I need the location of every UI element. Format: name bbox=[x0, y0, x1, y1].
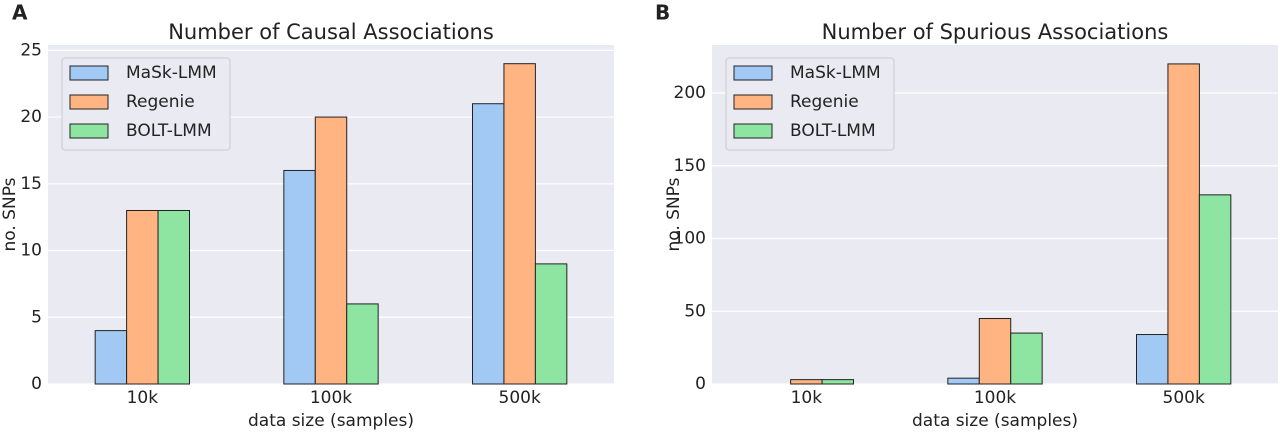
x-tick-label: 100k bbox=[310, 388, 352, 408]
x-tick-label: 10k bbox=[127, 388, 159, 408]
bar bbox=[790, 379, 823, 385]
y-tick-label: 10 bbox=[20, 241, 42, 261]
legend-swatch bbox=[69, 94, 109, 110]
bar bbox=[472, 103, 505, 385]
bar bbox=[346, 303, 379, 385]
legend-label: BOLT-LMM bbox=[790, 121, 876, 141]
x-tick-label: 100k bbox=[974, 388, 1016, 408]
bar bbox=[1198, 194, 1232, 385]
panel-label: A bbox=[12, 1, 28, 25]
x-tick-label: 500k bbox=[1163, 388, 1205, 408]
x-axis-label: data size (samples) bbox=[248, 411, 414, 431]
y-tick-label: 200 bbox=[674, 83, 706, 103]
chart-title: Number of Spurious Associations bbox=[822, 20, 1169, 44]
legend-label: Regenie bbox=[790, 92, 859, 112]
legend-swatch bbox=[69, 65, 109, 81]
bar bbox=[126, 209, 159, 385]
bar bbox=[157, 209, 191, 385]
legend-label: Regenie bbox=[126, 92, 195, 112]
bar bbox=[1136, 334, 1169, 385]
bar bbox=[314, 116, 348, 385]
y-tick-label: 150 bbox=[674, 156, 706, 176]
x-tick-label: 500k bbox=[499, 388, 541, 408]
legend-swatch bbox=[733, 65, 773, 81]
y-tick-label: 0 bbox=[31, 374, 42, 394]
chart-title: Number of Causal Associations bbox=[168, 20, 494, 44]
bar bbox=[947, 377, 980, 385]
legend-swatch bbox=[69, 123, 109, 139]
bar bbox=[1010, 332, 1043, 385]
legend-label: MaSk-LMM bbox=[126, 63, 217, 83]
legend-swatch bbox=[733, 94, 773, 110]
y-tick-label: 15 bbox=[20, 174, 42, 194]
bar bbox=[94, 330, 128, 385]
legend-swatch bbox=[733, 123, 773, 139]
y-tick-label: 0 bbox=[695, 374, 706, 394]
x-tick-label: 10k bbox=[791, 388, 823, 408]
y-axis-label: no. SNPs bbox=[0, 177, 20, 251]
x-axis-label: data size (samples) bbox=[912, 411, 1078, 431]
y-axis-label: no. SNPs bbox=[664, 177, 684, 251]
y-tick-label: 20 bbox=[20, 107, 42, 127]
bar bbox=[821, 379, 854, 385]
bar bbox=[534, 263, 568, 385]
bar bbox=[503, 63, 536, 385]
y-tick-label: 100 bbox=[674, 229, 706, 249]
legend-label: BOLT-LMM bbox=[126, 121, 212, 141]
y-tick-label: 50 bbox=[684, 301, 706, 321]
legend-label: MaSk-LMM bbox=[790, 63, 881, 83]
panel-label: B bbox=[655, 1, 670, 25]
y-tick-label: 25 bbox=[20, 40, 42, 60]
bar bbox=[1167, 63, 1200, 385]
bar bbox=[283, 169, 316, 385]
bar bbox=[978, 318, 1012, 385]
y-tick-label: 5 bbox=[31, 307, 42, 327]
